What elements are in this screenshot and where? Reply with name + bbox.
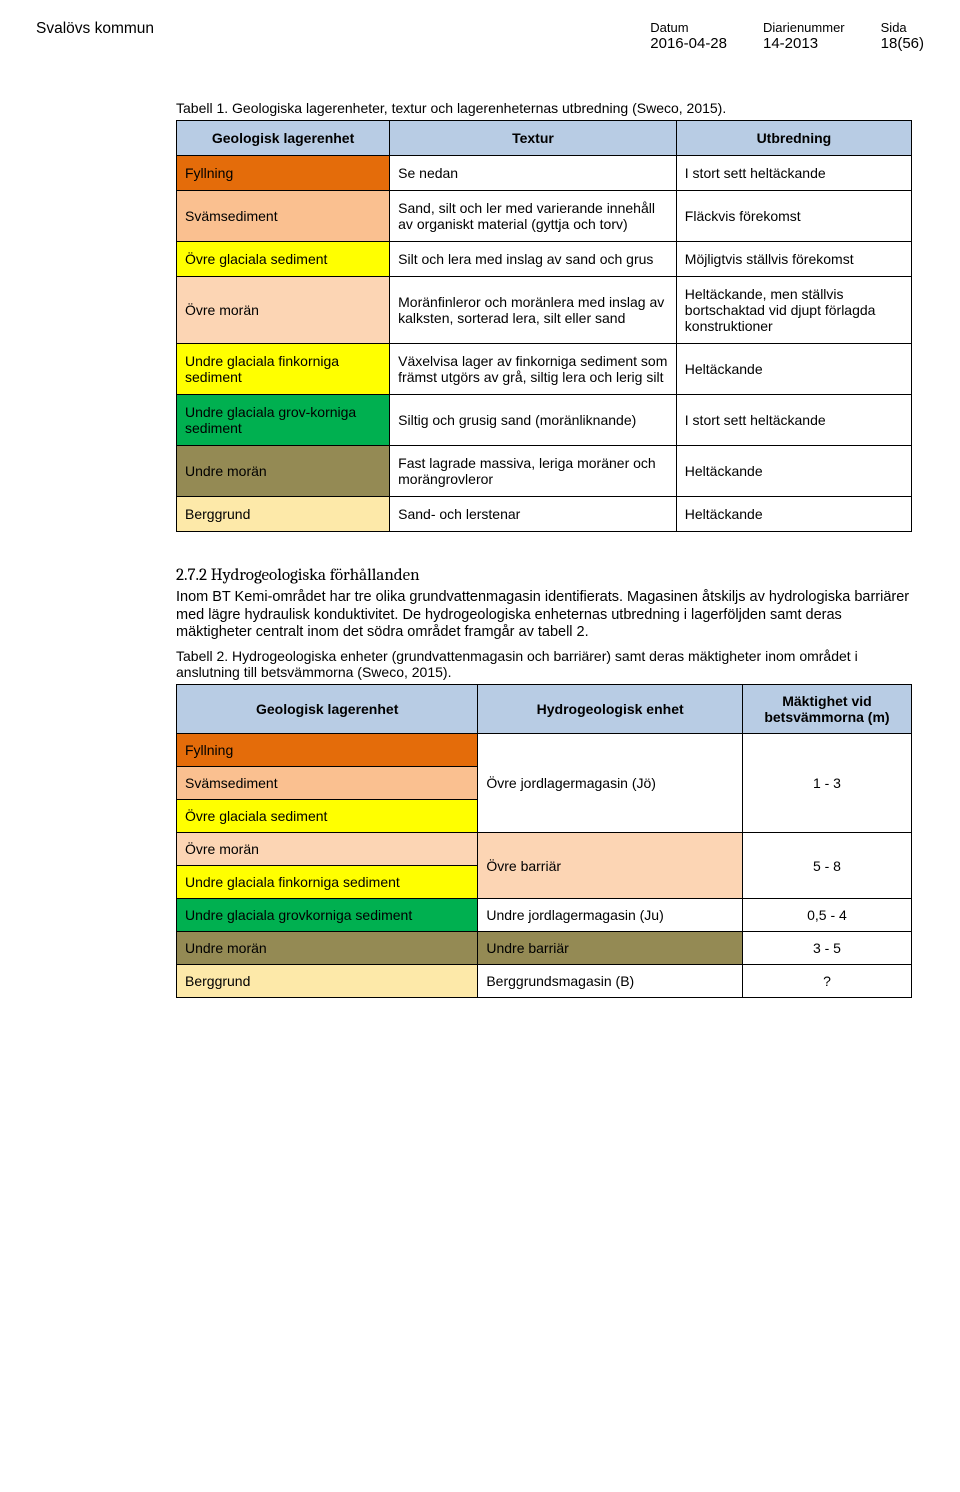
t1-spread: I stort sett heltäckande <box>676 395 911 446</box>
header-datum: Datum 2016-04-28 <box>650 20 727 52</box>
t1-unit: Övre glaciala sediment <box>177 242 390 277</box>
t1-h-lagerenhet: Geologisk lagerenhet <box>177 121 390 156</box>
t2-hydro: Undre jordlagermagasin (Ju) <box>478 899 743 932</box>
t2-unit: Övre glaciala sediment <box>177 800 478 833</box>
header-meta: Datum 2016-04-28 Diarienummer 14-2013 Si… <box>650 20 924 52</box>
t2-unit: Undre glaciala grovkorniga sediment <box>177 899 478 932</box>
t1-unit: Övre morän <box>177 277 390 344</box>
t2-hydro: Undre barriär <box>478 932 743 965</box>
table-geologiska-lagerenheter: Geologisk lagerenhet Textur Utbredning F… <box>176 120 912 532</box>
t1-h-utbredning: Utbredning <box>676 121 911 156</box>
t1-unit: Undre glaciala finkorniga sediment <box>177 344 390 395</box>
diarie-label: Diarienummer <box>763 20 845 35</box>
t2-unit: Övre morän <box>177 833 478 866</box>
t1-unit: Svämsediment <box>177 191 390 242</box>
t1-spread: Heltäckande <box>676 497 911 532</box>
t2-unit: Undre morän <box>177 932 478 965</box>
header-diarie: Diarienummer 14-2013 <box>763 20 845 52</box>
table-row: Berggrund Berggrundsmagasin (B) ? <box>177 965 912 998</box>
t1-tex: Moränfinleror och moränlera med inslag a… <box>390 277 677 344</box>
section-272-heading: 2.7.2 Hydrogeologiska förhållanden <box>176 566 912 585</box>
header-sida: Sida 18(56) <box>881 20 924 52</box>
t1-tex: Sand- och lerstenar <box>390 497 677 532</box>
table-row: Fyllning Övre jordlagermagasin (Jö) 1 - … <box>177 734 912 767</box>
t1-tex: Se nedan <box>390 156 677 191</box>
t2-m: 5 - 8 <box>742 833 911 899</box>
table-row: Undre glaciala grovkorniga sediment Undr… <box>177 899 912 932</box>
t1-spread: Heltäckande, men ställvis bortschaktad v… <box>676 277 911 344</box>
t2-m: 3 - 5 <box>742 932 911 965</box>
org-name: Svalövs kommun <box>36 20 154 52</box>
t1-spread: Heltäckande <box>676 446 911 497</box>
table-row: Berggrund Sand- och lerstenar Heltäckand… <box>177 497 912 532</box>
t1-unit: Fyllning <box>177 156 390 191</box>
t2-m: ? <box>742 965 911 998</box>
table1-caption: Tabell 1. Geologiska lagerenheter, textu… <box>176 100 912 116</box>
t2-unit: Fyllning <box>177 734 478 767</box>
table-row: Övre morän Moränfinleror och moränlera m… <box>177 277 912 344</box>
table-row: Undre morän Undre barriär 3 - 5 <box>177 932 912 965</box>
t2-h-hydro: Hydrogeologisk enhet <box>478 685 743 734</box>
t1-spread: Heltäckande <box>676 344 911 395</box>
datum-label: Datum <box>650 20 727 35</box>
t1-unit: Undre morän <box>177 446 390 497</box>
t1-tex: Silt och lera med inslag av sand och gru… <box>390 242 677 277</box>
table2-header-row: Geologisk lagerenhet Hydrogeologisk enhe… <box>177 685 912 734</box>
t1-tex: Siltig och grusig sand (moränliknande) <box>390 395 677 446</box>
t1-unit: Undre glaciala grov-korniga sediment <box>177 395 390 446</box>
t2-hydro: Övre jordlagermagasin (Jö) <box>478 734 743 833</box>
t1-spread: I stort sett heltäckande <box>676 156 911 191</box>
table-row: Övre morän Övre barriär 5 - 8 <box>177 833 912 866</box>
t2-m: 0,5 - 4 <box>742 899 911 932</box>
t1-unit: Berggrund <box>177 497 390 532</box>
t2-m: 1 - 3 <box>742 734 911 833</box>
table1-header-row: Geologisk lagerenhet Textur Utbredning <box>177 121 912 156</box>
table-row: Fyllning Se nedan I stort sett heltäckan… <box>177 156 912 191</box>
table2-caption: Tabell 2. Hydrogeologiska enheter (grund… <box>176 648 912 680</box>
t2-h-maktighet: Mäktighet vid betsvämmorna (m) <box>742 685 911 734</box>
t2-unit: Undre glaciala finkorniga sediment <box>177 866 478 899</box>
t1-tex: Växelvisa lager av finkorniga sediment s… <box>390 344 677 395</box>
t1-spread: Möjligtvis ställvis förekomst <box>676 242 911 277</box>
t1-h-textur: Textur <box>390 121 677 156</box>
table-row: Undre glaciala finkorniga sediment Växel… <box>177 344 912 395</box>
table-row: Undre morän Fast lagrade massiva, leriga… <box>177 446 912 497</box>
t2-hydro: Berggrundsmagasin (B) <box>478 965 743 998</box>
t2-h-lagerenhet: Geologisk lagerenhet <box>177 685 478 734</box>
t1-spread: Fläckvis förekomst <box>676 191 911 242</box>
sida-value: 18(56) <box>881 35 924 52</box>
t2-unit: Berggrund <box>177 965 478 998</box>
sida-label: Sida <box>881 20 924 35</box>
section-272-paragraph: Inom BT Kemi-området har tre olika grund… <box>176 589 912 642</box>
content: Tabell 1. Geologiska lagerenheter, textu… <box>36 100 924 998</box>
t1-tex: Sand, silt och ler med varierande innehå… <box>390 191 677 242</box>
document-header: Svalövs kommun Datum 2016-04-28 Diarienu… <box>36 20 924 52</box>
table-row: Övre glaciala sediment Silt och lera med… <box>177 242 912 277</box>
t1-tex: Fast lagrade massiva, leriga moräner och… <box>390 446 677 497</box>
table-hydrogeologiska-enheter: Geologisk lagerenhet Hydrogeologisk enhe… <box>176 684 912 998</box>
datum-value: 2016-04-28 <box>650 35 727 52</box>
t2-hydro: Övre barriär <box>478 833 743 899</box>
diarie-value: 14-2013 <box>763 35 845 52</box>
table-row: Undre glaciala grov-korniga sediment Sil… <box>177 395 912 446</box>
t2-unit: Svämsediment <box>177 767 478 800</box>
table-row: Svämsediment Sand, silt och ler med vari… <box>177 191 912 242</box>
